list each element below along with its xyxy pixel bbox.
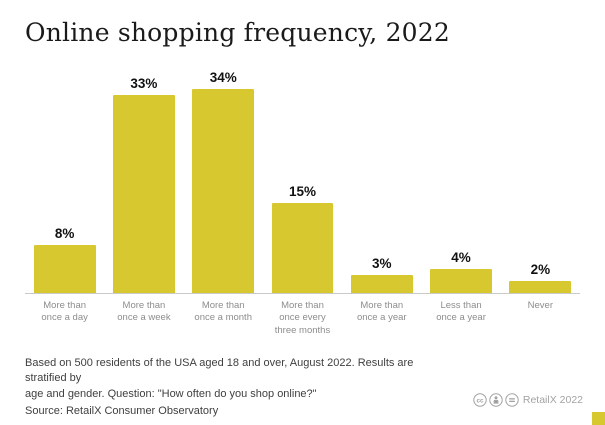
bar-value-label: 34% — [209, 70, 237, 85]
bar-value-label: 8% — [54, 226, 75, 241]
bar-column: 2% — [501, 262, 580, 293]
bar-value-label: 3% — [372, 256, 392, 271]
license-icons: cc — [473, 393, 519, 407]
bar-column: 34% — [184, 70, 263, 293]
bar — [271, 203, 334, 293]
credit-row: cc RetailX 2022 — [473, 393, 583, 407]
bar-column: 33% — [104, 76, 183, 293]
source-line: Source: RetailX Consumer Observatory — [25, 405, 219, 418]
bar-value-label: 33% — [130, 76, 158, 91]
nd-icon — [505, 393, 519, 407]
chart-title: Online shopping frequency, 2022 — [25, 18, 450, 47]
credit-label: RetailX 2022 — [522, 394, 583, 406]
x-tick-label: Never — [527, 300, 553, 311]
bar — [509, 281, 572, 293]
footnote-line-2: age and gender. Question: "How often do … — [25, 387, 317, 400]
x-tick-label: More than once a week — [117, 300, 171, 324]
x-axis-labels: More than once a day More than once a wee… — [25, 294, 580, 337]
brand-corner-square — [592, 412, 605, 425]
bar — [192, 89, 255, 293]
x-tick-label: More than once a year — [356, 300, 407, 324]
x-tick-label: More than once every three months — [274, 300, 331, 336]
bar-column: 4% — [421, 250, 500, 293]
cc-icon: cc — [473, 393, 487, 407]
bar — [350, 275, 413, 293]
bar-value-label: 2% — [530, 262, 551, 277]
bar — [430, 269, 492, 293]
x-tick-label: More than once a month — [194, 300, 252, 324]
bar-column: 15% — [263, 184, 342, 293]
attribution-icon — [489, 393, 503, 407]
bar-column: 3% — [342, 256, 421, 293]
footnote-line-1: Based on 500 residents of the USA aged 1… — [25, 357, 414, 385]
bar-column: 8% — [25, 226, 104, 293]
bar — [113, 95, 175, 293]
bar — [33, 245, 96, 293]
x-tick-label: More than once a day — [41, 300, 88, 324]
plot-area: 8% 33% 34% 15% 3% 4% 2% — [25, 61, 580, 294]
bar-chart: 8% 33% 34% 15% 3% 4% 2% More than once a day Mo… — [25, 61, 580, 337]
svg-text:cc: cc — [476, 398, 484, 405]
x-tick-label: Less than once a year — [436, 300, 486, 324]
footnote: Based on 500 residents of the USA aged 1… — [25, 356, 455, 420]
bar-value-label: 4% — [451, 250, 471, 265]
bar-value-label: 15% — [288, 184, 316, 199]
